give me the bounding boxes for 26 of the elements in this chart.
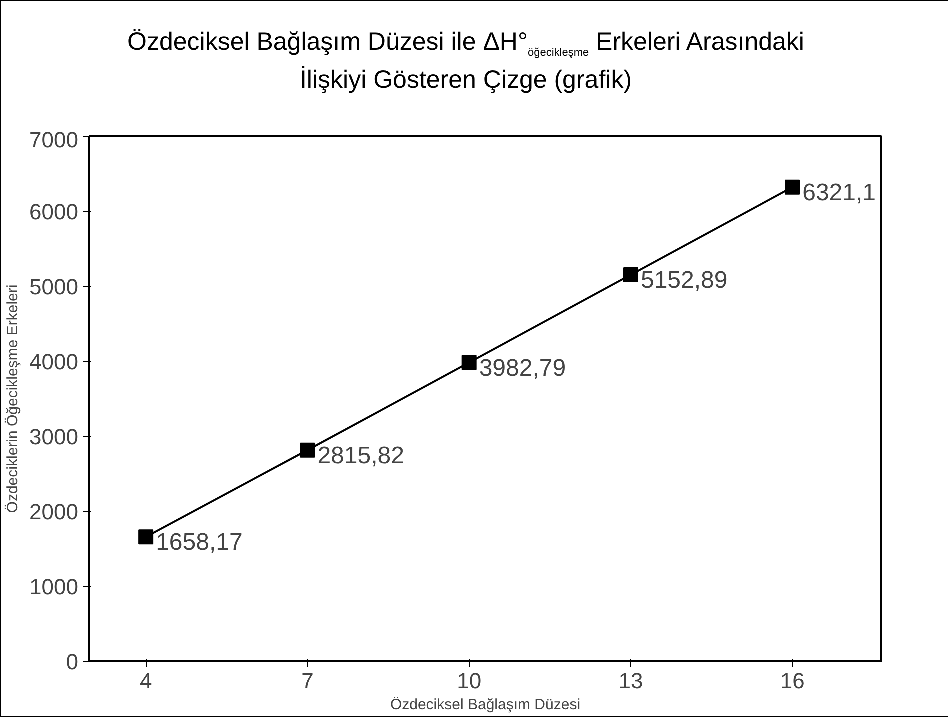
y-tick-label: 4000	[30, 350, 79, 374]
point	[462, 355, 477, 370]
point	[623, 268, 638, 283]
y-axis-title: Özdeciklerin Öğecikleşme Erkeleri	[4, 284, 22, 514]
data-label: 6321,1	[802, 179, 876, 206]
data-label: 1658,17	[156, 529, 243, 556]
data-label: 3982,79	[479, 354, 566, 382]
y-tick-label: 2000	[30, 500, 79, 524]
y-tick-label: 1000	[30, 574, 79, 600]
point	[300, 442, 316, 458]
x-axis-title: Özdeciksel Bağlaşım Düzesi	[390, 696, 581, 714]
y-tick-label: 5000	[30, 274, 79, 300]
x-tick-label: 13	[618, 668, 644, 694]
chart-title: Özdeciksel Bağlaşım Düzesi ile ΔH°$_{öğecikleşme}$ Erkeleri Arasındaki İlişkiyi Gösteren Çizge (grafik)	[126, 27, 806, 96]
x-tick-label: 7	[302, 668, 314, 694]
y-tick-label: 7000	[30, 128, 79, 152]
data-label: 5152,89	[640, 267, 728, 294]
y-tick-label: 6000	[30, 200, 79, 224]
point	[785, 180, 800, 195]
x-tick-label: 10	[457, 668, 482, 694]
point	[138, 530, 154, 545]
y-tick-label: 0	[66, 650, 79, 674]
data-label: 2815,82	[318, 442, 404, 470]
x-tick-label: 16	[780, 668, 805, 694]
x-tick-label: 4	[140, 668, 152, 694]
y-tick-label: 3000	[30, 424, 79, 450]
